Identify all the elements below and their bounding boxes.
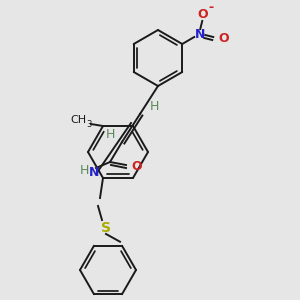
Text: H: H bbox=[79, 164, 89, 178]
Text: O: O bbox=[197, 8, 208, 20]
Text: -: - bbox=[209, 1, 214, 13]
Text: N: N bbox=[195, 28, 206, 40]
Text: N: N bbox=[89, 167, 99, 179]
Text: 3: 3 bbox=[86, 119, 92, 128]
Text: S: S bbox=[101, 221, 111, 235]
Text: O: O bbox=[218, 32, 229, 44]
Text: H: H bbox=[149, 100, 159, 112]
Text: O: O bbox=[132, 160, 142, 172]
Text: H: H bbox=[105, 128, 115, 140]
Text: CH: CH bbox=[70, 115, 86, 125]
